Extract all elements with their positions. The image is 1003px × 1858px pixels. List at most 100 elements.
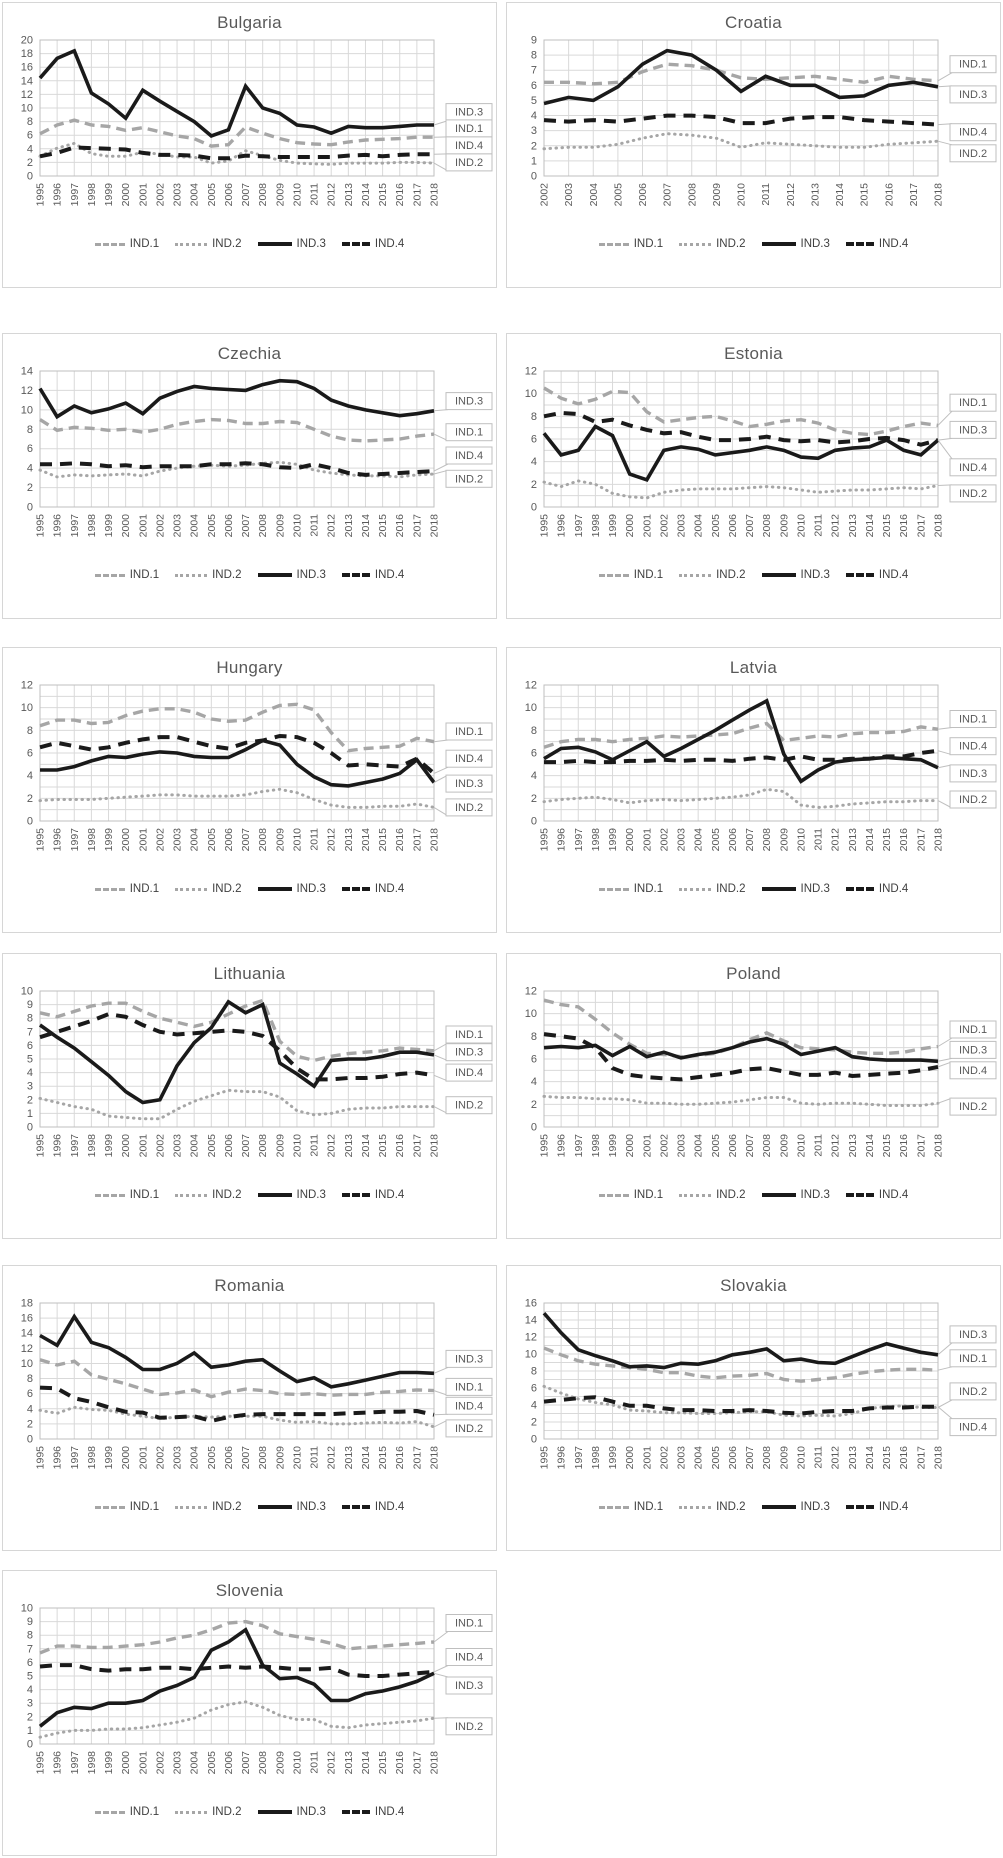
svg-text:2017: 2017 <box>411 514 423 538</box>
svg-text:4: 4 <box>27 1684 33 1696</box>
svg-text:IND.1: IND.1 <box>455 726 483 738</box>
svg-text:2015: 2015 <box>377 828 389 852</box>
svg-text:2015: 2015 <box>881 828 893 852</box>
legend-item-ind2: IND.2 <box>175 1806 242 1818</box>
svg-text:10: 10 <box>525 1008 537 1020</box>
legend-item-ind4: IND.4 <box>845 1501 908 1513</box>
svg-text:2006: 2006 <box>727 514 739 538</box>
legend-sample-ind3-icon <box>761 242 796 246</box>
svg-text:2018: 2018 <box>933 1446 945 1470</box>
legend-label: IND.2 <box>212 569 242 581</box>
svg-text:0: 0 <box>27 1434 33 1446</box>
callout-ind3: IND.3 <box>937 85 997 104</box>
svg-text:0: 0 <box>27 1739 33 1751</box>
legend-item-ind2: IND.2 <box>679 1189 746 1201</box>
svg-text:IND.3: IND.3 <box>959 1329 987 1341</box>
legend-sample-ind2-icon <box>679 242 712 246</box>
svg-text:1998: 1998 <box>86 183 98 207</box>
series-ind3-line <box>38 999 435 1105</box>
svg-text:2008: 2008 <box>257 828 269 852</box>
svg-text:2005: 2005 <box>206 828 218 852</box>
svg-text:1996: 1996 <box>556 1134 568 1158</box>
chart-title: Hungary <box>216 658 283 677</box>
svg-text:1999: 1999 <box>103 1446 115 1470</box>
svg-text:1999: 1999 <box>103 183 115 207</box>
callout-ind1: IND.1 <box>937 710 997 730</box>
svg-text:12: 12 <box>21 385 33 397</box>
legend-item-ind1: IND.1 <box>598 883 663 895</box>
gridlines <box>543 684 939 822</box>
chart-panel-estonia: Estonia 0 2 4 6 8 10 12 1995 1996 1997 1998 1999 2000… <box>506 333 1001 619</box>
series-ind1-line <box>39 702 435 753</box>
svg-text:2: 2 <box>531 140 537 152</box>
legend-item-ind2: IND.2 <box>175 569 242 581</box>
x-axis-labels: 1995 1996 1997 1998 1999 2000 2001 2002 2003 2004… <box>539 828 945 852</box>
svg-text:6: 6 <box>27 443 33 455</box>
legend-label: IND.2 <box>716 569 746 581</box>
svg-text:2003: 2003 <box>676 514 688 538</box>
legend-item-ind2: IND.2 <box>679 569 746 581</box>
svg-text:3: 3 <box>27 1081 33 1093</box>
svg-text:5: 5 <box>531 95 537 107</box>
legend-sample-ind3-icon <box>761 1505 796 1509</box>
legend-label: IND.4 <box>374 1806 405 1818</box>
callout-ind4: IND.4 <box>937 1061 997 1080</box>
svg-text:2014: 2014 <box>360 1751 372 1775</box>
series-ind3-line <box>542 1312 939 1370</box>
svg-text:IND.2: IND.2 <box>455 1100 483 1112</box>
svg-text:1996: 1996 <box>52 1134 64 1158</box>
svg-text:IND.1: IND.1 <box>959 1024 987 1036</box>
svg-text:8: 8 <box>27 1373 33 1385</box>
svg-text:1997: 1997 <box>573 514 585 538</box>
x-axis-labels: 1995 1996 1997 1998 1999 2000 2001 2002 2003 2004… <box>35 1134 441 1158</box>
svg-text:2013: 2013 <box>343 1446 355 1470</box>
svg-text:1996: 1996 <box>52 828 64 852</box>
svg-text:2007: 2007 <box>662 183 674 207</box>
legend-sample-ind1-icon <box>598 1505 629 1509</box>
svg-text:2013: 2013 <box>847 514 859 538</box>
legend-label: IND.3 <box>800 1501 830 1513</box>
svg-text:6: 6 <box>27 1040 33 1052</box>
svg-text:1996: 1996 <box>52 183 64 207</box>
svg-text:1997: 1997 <box>573 1446 585 1470</box>
svg-text:2004: 2004 <box>693 1446 705 1470</box>
svg-text:1996: 1996 <box>52 1751 64 1775</box>
legend-sample-ind3-icon <box>761 1193 796 1197</box>
svg-text:IND.1: IND.1 <box>959 59 987 71</box>
svg-text:2002: 2002 <box>154 1751 166 1775</box>
legend-label: IND.1 <box>129 1806 160 1818</box>
legend-label: IND.2 <box>212 238 242 250</box>
svg-text:2013: 2013 <box>343 1134 355 1158</box>
svg-text:2012: 2012 <box>326 1751 338 1775</box>
svg-text:2013: 2013 <box>847 1134 859 1158</box>
callout-ind3: IND.3 <box>937 420 997 441</box>
svg-text:2006: 2006 <box>727 1134 739 1158</box>
svg-text:6: 6 <box>531 80 537 92</box>
svg-text:IND.2: IND.2 <box>455 802 483 814</box>
svg-text:1995: 1995 <box>35 1134 47 1158</box>
svg-text:2003: 2003 <box>172 183 184 207</box>
svg-text:IND.2: IND.2 <box>455 473 483 485</box>
legend-label: IND.3 <box>296 238 326 250</box>
legend-item-ind1: IND.1 <box>598 1501 663 1513</box>
legend-item-ind3: IND.3 <box>761 238 830 250</box>
callout-ind4: IND.4 <box>937 439 997 477</box>
svg-text:2002: 2002 <box>154 1446 166 1470</box>
chart-panel-lithuania: Lithuania 0 1 2 3 4 5 6 7 8 9 10 1995 1996 1997 1998 199… <box>2 953 497 1239</box>
legend-label: IND.3 <box>296 1806 326 1818</box>
svg-text:2014: 2014 <box>864 514 876 538</box>
svg-text:10: 10 <box>525 388 537 400</box>
legend-sample-ind1-icon <box>598 1193 629 1197</box>
chart-panel-romania: Romania 0 2 4 6 8 10 12 14 16 18 1995 1996 1997 1998 19… <box>2 1265 497 1551</box>
legend-label: IND.3 <box>296 883 326 895</box>
callout-ind2: IND.2 <box>433 153 493 172</box>
y-axis-labels: 0 2 4 6 8 10 12 14 16 <box>525 1298 537 1446</box>
svg-text:2010: 2010 <box>736 183 748 207</box>
chart-legend: IND.1 IND.2 IND.3 IND.4 <box>507 883 1000 895</box>
svg-text:2000: 2000 <box>120 514 132 538</box>
legend-item-ind3: IND.3 <box>761 569 830 581</box>
svg-text:1999: 1999 <box>103 828 115 852</box>
callout-ind3: IND.3 <box>433 1672 493 1695</box>
chart-legend: IND.1 IND.2 IND.3 IND.4 <box>507 569 1000 581</box>
